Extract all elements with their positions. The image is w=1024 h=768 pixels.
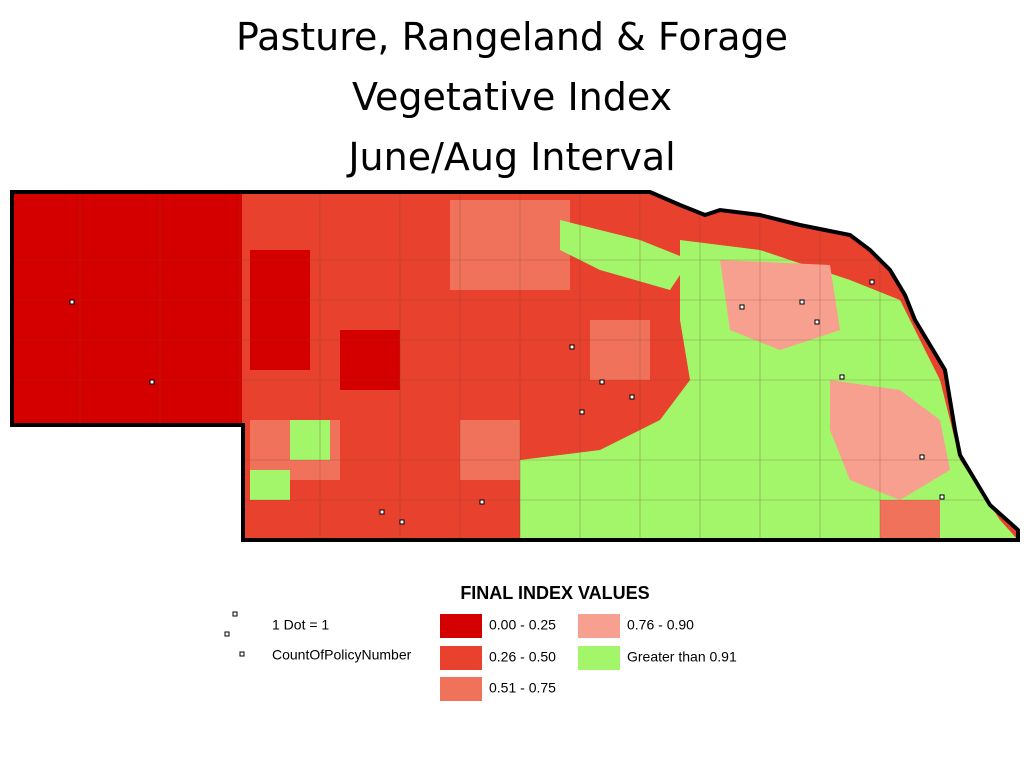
dot-symbol [239, 651, 245, 657]
legend-swatch [578, 646, 620, 670]
dot-symbol [232, 611, 238, 617]
legend-label: 0.76 - 0.90 [627, 617, 694, 633]
dot-symbol [224, 631, 230, 637]
dot-label: CountOfPolicyNumber [272, 647, 412, 663]
title-line: Pasture, Rangeland & Forage [236, 15, 788, 59]
title-line: Vegetative Index [352, 75, 672, 119]
map [12, 192, 1018, 540]
legend-label: 0.51 - 0.75 [489, 680, 556, 696]
legend-heading: FINAL INDEX VALUES [460, 583, 649, 603]
policy-dots [69, 279, 945, 525]
legend-label: Greater than 0.91 [627, 649, 737, 665]
legend-swatch [440, 646, 482, 670]
dot-label: 1 Dot = 1 [272, 617, 329, 633]
state-outline [10, 190, 1020, 542]
legend-classes: 0.00 - 0.25 0.26 - 0.50 0.51 - 0.75 0.76 - … [440, 614, 737, 701]
legend-swatch [440, 614, 482, 638]
title-line: June/Aug Interval [346, 135, 675, 179]
legend-label: 0.00 - 0.25 [489, 617, 556, 633]
legend-swatch [440, 677, 482, 701]
legend-label: 0.26 - 0.50 [489, 649, 556, 665]
legend-swatch [578, 614, 620, 638]
